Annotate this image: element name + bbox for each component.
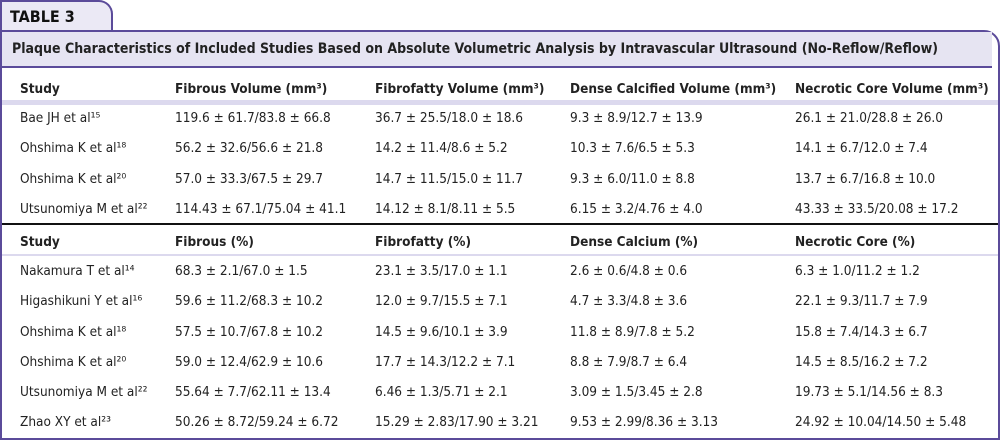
table-cell: 23.1 ± 3.5/17.0 ± 1.1 — [375, 263, 508, 280]
column-header: Dense Calcium (%) — [570, 234, 699, 250]
study-name: Ohshima K et al¹⁸ — [20, 323, 127, 340]
table-cell: 2.6 ± 0.6/4.8 ± 0.6 — [570, 263, 688, 280]
study-name: Utsunomiya M et al²² — [20, 200, 148, 217]
study-name: Zhao XY et al²³ — [20, 414, 111, 431]
table-cell: 57.5 ± 10.7/67.8 ± 10.2 — [175, 323, 324, 340]
table-cell: 9.3 ± 8.9/12.7 ± 13.9 — [570, 110, 703, 127]
study-name: Bae JH et al¹⁵ — [20, 110, 101, 127]
table-cell: 26.1 ± 21.0/28.8 ± 26.0 — [795, 110, 944, 127]
table-cell: 14.5 ± 9.6/10.1 ± 3.9 — [375, 323, 508, 340]
table-cell: 8.8 ± 7.9/8.7 ± 6.4 — [570, 353, 688, 370]
table-cell: 43.33 ± 33.5/20.08 ± 17.2 — [795, 200, 959, 217]
column-header: Fibrofatty (%) — [375, 234, 471, 250]
table-cell: 17.7 ± 14.3/12.2 ± 7.1 — [375, 353, 516, 370]
section-divider — [2, 223, 998, 225]
table-cell: 24.92 ± 10.04/14.50 ± 5.48 — [795, 414, 967, 431]
table-cell: 68.3 ± 2.1/67.0 ± 1.5 — [175, 263, 308, 280]
study-name: Higashikuni Y et al¹⁶ — [20, 293, 143, 310]
column-header: Dense Calcified Volume (mm³) — [570, 81, 777, 97]
column-header: Fibrous Volume (mm³) — [175, 81, 328, 97]
table-cell: 6.3 ± 1.0/11.2 ± 1.2 — [795, 263, 920, 280]
table-cell: 15.8 ± 7.4/14.3 ± 6.7 — [795, 323, 928, 340]
table-cell: 9.53 ± 2.99/8.36 ± 3.13 — [570, 414, 719, 431]
table-cell: 15.29 ± 2.83/17.90 ± 3.21 — [375, 414, 539, 431]
table-cell: 14.7 ± 11.5/15.0 ± 11.7 — [375, 170, 524, 187]
header-divider — [2, 254, 998, 256]
study-name: Ohshima K et al²⁰ — [20, 170, 127, 187]
table-cell: 14.5 ± 8.5/16.2 ± 7.2 — [795, 353, 928, 370]
table-cell: 59.6 ± 11.2/68.3 ± 10.2 — [175, 293, 324, 310]
table-cell: 19.73 ± 5.1/14.56 ± 8.3 — [795, 384, 944, 400]
table-tab: TABLE 3 — [0, 0, 113, 30]
table-cell: 14.1 ± 6.7/12.0 ± 7.4 — [795, 140, 928, 157]
column-header: Necrotic Core (%) — [795, 234, 916, 250]
column-header: Study — [20, 81, 60, 97]
table-cell: 50.26 ± 8.72/59.24 ± 6.72 — [175, 414, 339, 431]
study-name: Nakamura T et al¹⁴ — [20, 263, 135, 280]
table-cell: 14.2 ± 11.4/8.6 ± 5.2 — [375, 140, 508, 157]
table-cell: 22.1 ± 9.3/11.7 ± 7.9 — [795, 293, 928, 310]
study-name: Ohshima K et al²⁰ — [20, 353, 127, 370]
table-cell: 11.8 ± 8.9/7.8 ± 5.2 — [570, 323, 695, 340]
table-title: Plaque Characteristics of Included Studi… — [2, 32, 992, 68]
table-cell: 12.0 ± 9.7/15.5 ± 7.1 — [375, 293, 508, 310]
table-cell: 55.64 ± 7.7/62.11 ± 13.4 — [175, 384, 331, 400]
table-cell: 13.7 ± 6.7/16.8 ± 10.0 — [795, 170, 936, 187]
column-header: Fibrous (%) — [175, 234, 254, 250]
table-cell: 114.43 ± 67.1/75.04 ± 41.1 — [175, 200, 347, 217]
table-cell: 59.0 ± 12.4/62.9 ± 10.6 — [175, 353, 324, 370]
column-header: Study — [20, 234, 60, 250]
column-header: Fibrofatty Volume (mm³) — [375, 81, 545, 97]
table-cell: 57.0 ± 33.3/67.5 ± 29.7 — [175, 170, 324, 187]
table-cell: 4.7 ± 3.3/4.8 ± 3.6 — [570, 293, 688, 310]
table-cell: 36.7 ± 25.5/18.0 ± 18.6 — [375, 110, 524, 127]
table-cell: 9.3 ± 6.0/11.0 ± 8.8 — [570, 170, 695, 187]
table-cell: 3.09 ± 1.5/3.45 ± 2.8 — [570, 384, 703, 400]
table-cell: 6.46 ± 1.3/5.71 ± 2.1 — [375, 384, 508, 400]
column-header: Necrotic Core Volume (mm³) — [795, 81, 989, 97]
study-name: Ohshima K et al¹⁸ — [20, 140, 127, 157]
table-cell: 14.12 ± 8.1/8.11 ± 5.5 — [375, 200, 516, 217]
table-cell: 6.15 ± 3.2/4.76 ± 4.0 — [570, 200, 703, 217]
table-cell: 10.3 ± 7.6/6.5 ± 5.3 — [570, 140, 695, 157]
study-name: Utsunomiya M et al²² — [20, 384, 148, 400]
header-divider — [2, 100, 998, 105]
table-cell: 56.2 ± 32.6/56.6 ± 21.8 — [175, 140, 324, 157]
table-cell: 119.6 ± 61.7/83.8 ± 66.8 — [175, 110, 331, 127]
